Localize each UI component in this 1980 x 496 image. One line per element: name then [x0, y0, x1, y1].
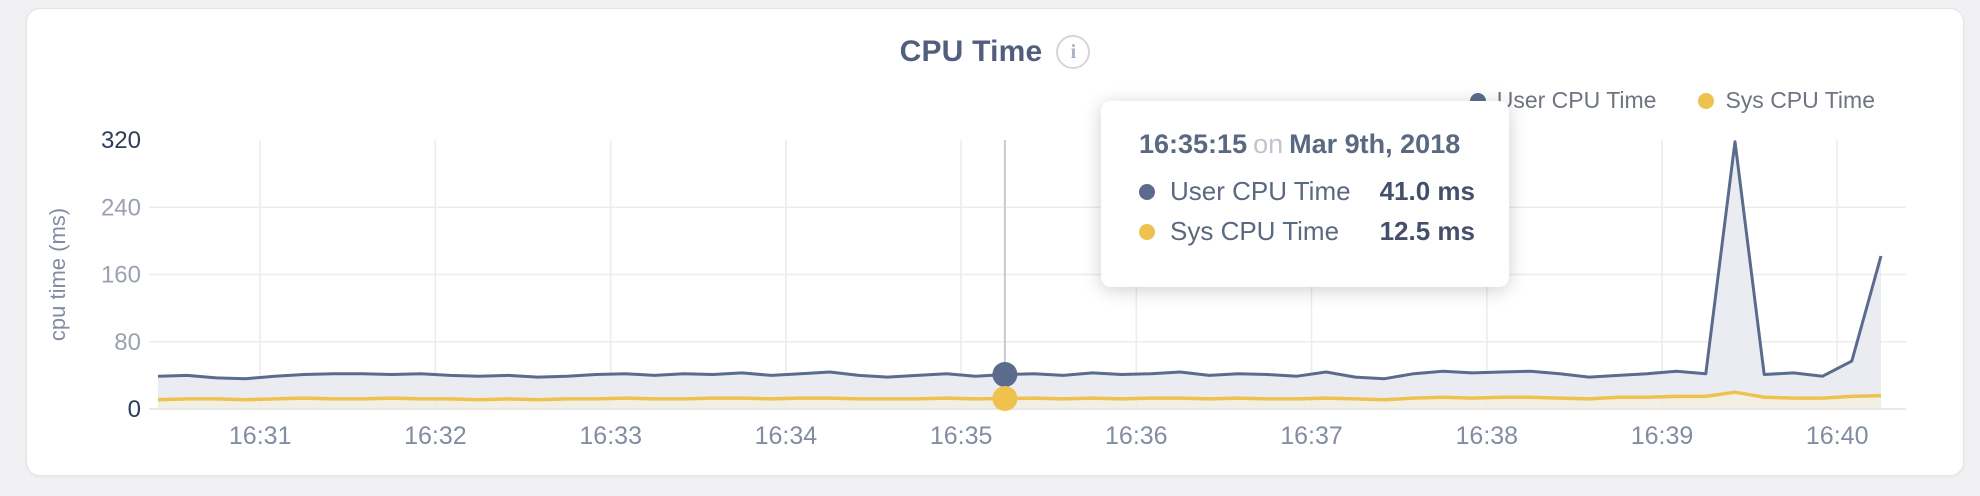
x-tick-label: 16:39: [1631, 422, 1694, 450]
x-tick-label: 16:34: [755, 422, 818, 450]
y-tick-label: 240: [101, 194, 141, 221]
user-cpu-area: [158, 141, 1881, 409]
y-tick-label: 0: [128, 396, 141, 423]
sys-series-dot-icon: [1698, 92, 1715, 109]
chart-header: CPU Time i: [27, 35, 1963, 69]
y-tick-label: 160: [101, 262, 141, 289]
user-series-dot-icon: [1139, 183, 1155, 200]
sys-series-dot-icon: [1139, 223, 1155, 240]
tooltip-date: Mar 9th, 2018: [1289, 129, 1461, 159]
x-tick-label: 16:38: [1456, 422, 1519, 450]
highlight-dot-user: [992, 362, 1018, 387]
user-cpu-line: [157, 140, 1883, 381]
x-tick-label: 16:35: [930, 422, 993, 450]
x-tick-label: 16:31: [229, 422, 292, 450]
tooltip-row-user: User CPU Time 41.0 ms: [1139, 176, 1475, 207]
tooltip-series-label: Sys CPU Time: [1170, 216, 1340, 246]
sys-cpu-area: [158, 392, 1881, 409]
legend-label: Sys CPU Time: [1725, 87, 1875, 113]
tooltip-row-sys: Sys CPU Time 12.5 ms: [1139, 216, 1475, 247]
y-axis-title: cpu time (ms): [45, 208, 70, 341]
highlight-dot-sys: [992, 386, 1018, 411]
x-tick-label: 16:37: [1280, 422, 1343, 450]
chart-card: 16:31 16:32 16:33 16:34 16:35 16:36 16:37 16:38…: [26, 8, 1964, 476]
tooltip-series-value: 41.0 ms: [1379, 176, 1475, 206]
tooltip-header: 16:35:15 on Mar 9th, 2018: [1139, 129, 1475, 160]
tooltip-preposition: on: [1253, 129, 1284, 159]
tooltip-series-value: 12.5 ms: [1379, 216, 1475, 246]
y-tick-label: 320: [101, 127, 141, 154]
tooltip-time: 16:35:15: [1139, 129, 1248, 159]
tooltip-series-label: User CPU Time: [1170, 176, 1351, 206]
chart-tooltip: 16:35:15 on Mar 9th, 2018 User CPU Time 41…: [1101, 101, 1509, 287]
legend: User CPU Time Sys CPU Time: [1469, 87, 1875, 114]
x-tick-label: 16:33: [579, 422, 642, 450]
legend-label: User CPU Time: [1496, 87, 1657, 113]
cpu-time-chart[interactable]: 16:31 16:32 16:33 16:34 16:35 16:36 16:37 16:38…: [27, 9, 1963, 475]
legend-item-sys-cpu-time[interactable]: Sys CPU Time: [1698, 87, 1875, 114]
info-icon[interactable]: i: [1056, 35, 1091, 69]
x-tick-label: 16:36: [1105, 422, 1168, 450]
x-tick-label: 16:40: [1806, 422, 1869, 450]
y-tick-label: 80: [114, 329, 141, 356]
x-tick-label: 16:32: [404, 422, 467, 450]
sys-cpu-line: [157, 390, 1882, 402]
chart-title: CPU Time: [899, 35, 1043, 68]
